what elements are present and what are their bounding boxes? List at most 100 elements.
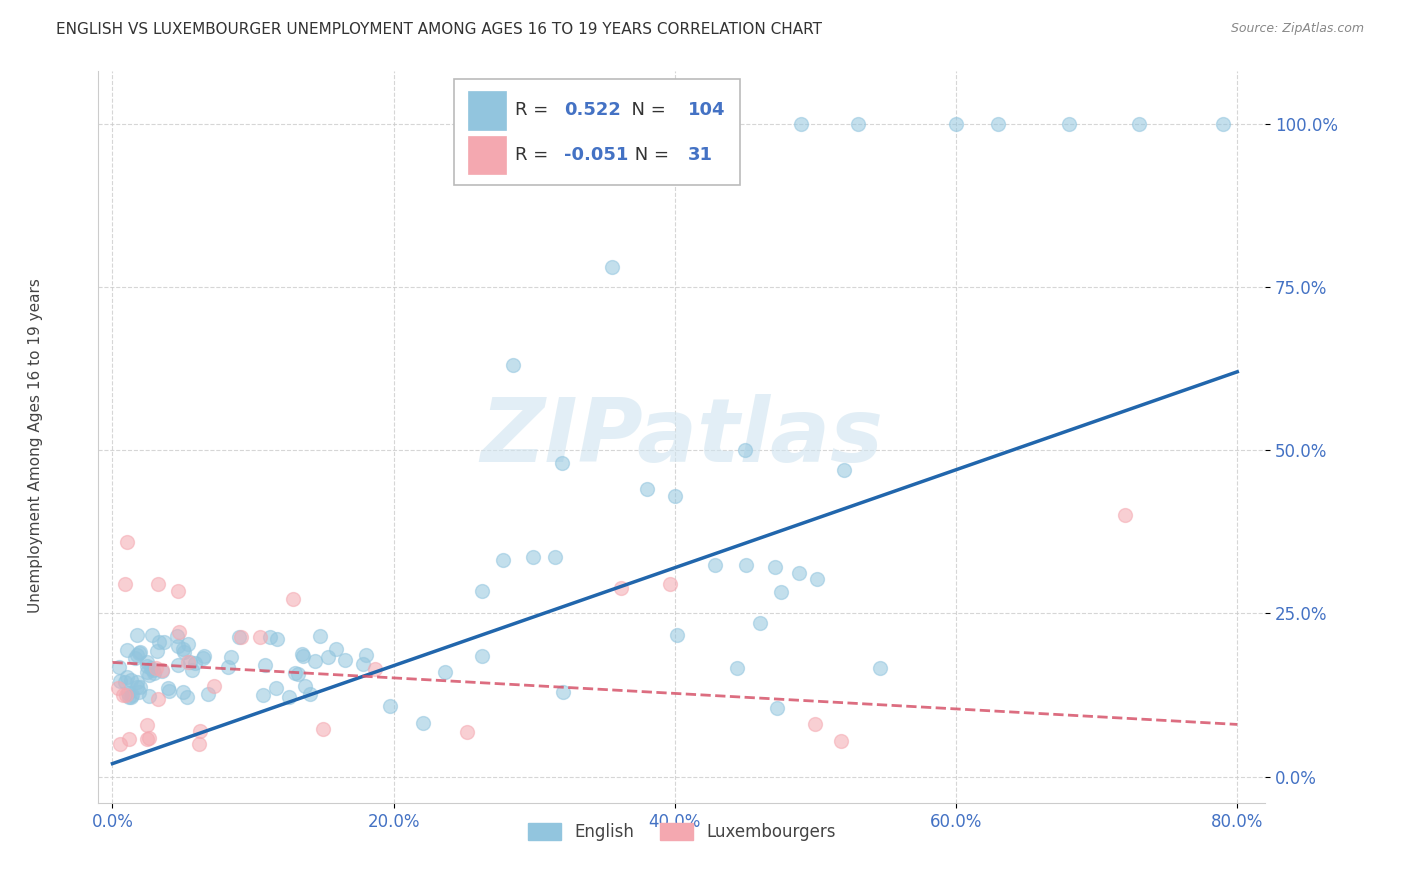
Point xyxy=(125,675,148,690)
Point xyxy=(111,688,134,702)
Point xyxy=(117,686,139,700)
Point xyxy=(254,658,277,673)
Point xyxy=(287,666,309,681)
Point xyxy=(138,731,160,746)
Point xyxy=(766,701,789,715)
Point xyxy=(294,679,316,693)
Text: Source: ZipAtlas.com: Source: ZipAtlas.com xyxy=(1230,22,1364,36)
Point xyxy=(127,648,149,663)
Point xyxy=(356,648,378,663)
Point xyxy=(139,661,162,675)
Point xyxy=(636,483,658,497)
Point xyxy=(471,648,494,663)
Point xyxy=(869,661,891,675)
Point xyxy=(266,632,288,647)
Point xyxy=(1212,117,1234,131)
Legend: English, Luxembourgers: English, Luxembourgers xyxy=(520,814,844,849)
Point xyxy=(135,665,157,679)
Point xyxy=(283,592,305,607)
Point xyxy=(284,665,307,680)
Point xyxy=(150,664,173,678)
Point xyxy=(832,463,855,477)
Point xyxy=(107,681,129,695)
Point xyxy=(309,628,332,642)
Point xyxy=(763,559,786,574)
Point xyxy=(502,358,524,372)
FancyBboxPatch shape xyxy=(454,78,741,185)
Point xyxy=(787,566,810,580)
Point xyxy=(153,635,176,649)
Point xyxy=(121,688,143,702)
Point xyxy=(145,661,167,675)
Point xyxy=(150,663,173,677)
Point xyxy=(135,659,157,673)
FancyBboxPatch shape xyxy=(468,92,506,129)
Point xyxy=(172,641,194,656)
Point xyxy=(734,558,756,572)
Point xyxy=(659,577,682,591)
Point xyxy=(172,685,194,699)
Point xyxy=(610,581,633,595)
Point xyxy=(299,687,322,701)
Point xyxy=(664,489,686,503)
Point xyxy=(193,649,215,664)
Point xyxy=(135,718,157,732)
Point xyxy=(806,572,828,586)
Point xyxy=(135,656,157,670)
Point xyxy=(167,583,190,598)
Point xyxy=(142,666,165,681)
Point xyxy=(312,722,335,736)
Point xyxy=(129,680,152,694)
Point xyxy=(173,645,195,659)
Point xyxy=(352,657,374,672)
Point xyxy=(138,668,160,682)
Point xyxy=(128,645,150,659)
Point xyxy=(249,630,271,644)
Point xyxy=(1128,117,1150,131)
Point xyxy=(749,616,772,631)
Point xyxy=(167,657,190,672)
Point xyxy=(770,585,793,599)
Point xyxy=(292,649,315,664)
Point xyxy=(433,665,456,680)
Text: R =: R = xyxy=(515,146,554,164)
Point xyxy=(666,628,689,642)
Point xyxy=(145,644,167,658)
Point xyxy=(553,684,575,698)
Point xyxy=(325,641,347,656)
Point xyxy=(551,456,574,470)
Point xyxy=(124,651,146,665)
Point xyxy=(544,549,567,564)
Point xyxy=(177,637,200,651)
Point xyxy=(110,673,132,688)
Point xyxy=(456,724,478,739)
Point xyxy=(117,670,139,684)
Point xyxy=(177,655,200,669)
Point xyxy=(115,643,138,657)
Point xyxy=(127,680,149,694)
Point xyxy=(141,628,163,642)
Point xyxy=(108,737,131,751)
Point xyxy=(114,577,136,591)
Point xyxy=(120,690,142,705)
Point xyxy=(219,649,242,664)
Point xyxy=(412,715,434,730)
Text: R =: R = xyxy=(515,102,554,120)
Point xyxy=(166,629,188,643)
Point xyxy=(987,117,1010,131)
Point xyxy=(704,558,727,573)
Point xyxy=(108,660,131,674)
Point xyxy=(790,117,813,131)
Point xyxy=(115,534,138,549)
Point xyxy=(135,732,157,747)
Text: 104: 104 xyxy=(688,102,725,120)
Point xyxy=(125,627,148,641)
Point xyxy=(252,689,274,703)
Text: -0.051: -0.051 xyxy=(564,146,628,164)
Point xyxy=(117,731,139,746)
Point xyxy=(142,663,165,677)
Point xyxy=(522,549,544,564)
Point xyxy=(146,577,169,591)
Point xyxy=(118,690,141,704)
Point xyxy=(120,673,142,687)
